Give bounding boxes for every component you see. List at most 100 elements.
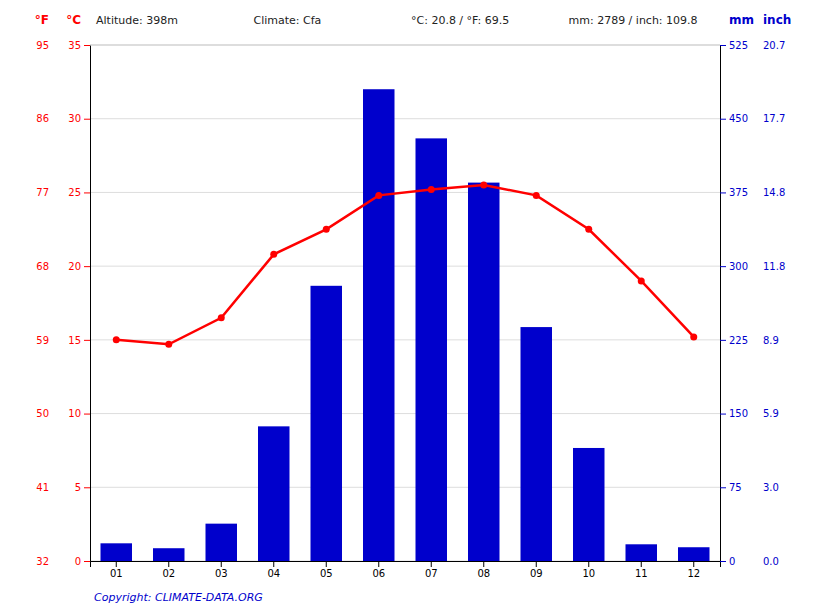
tick: 59 xyxy=(36,335,52,346)
tick-mark xyxy=(720,487,726,488)
tick-label: 01 xyxy=(110,568,123,579)
bar xyxy=(416,138,448,561)
annotation: °C: 20.8 / °F: 69.5 xyxy=(411,14,509,27)
tick-label: 68 xyxy=(36,261,49,272)
chart: 0102030405060708091011123530252015105095… xyxy=(0,0,815,611)
tick: 375 xyxy=(720,187,748,198)
tick-label: 03 xyxy=(215,568,228,579)
bar xyxy=(468,183,500,561)
marker xyxy=(113,336,120,343)
annotation: Climate: Cfa xyxy=(254,14,322,27)
tick: 150 xyxy=(720,408,748,419)
tick-mark xyxy=(84,266,90,267)
tick-label: 06 xyxy=(372,568,385,579)
tick-mark xyxy=(641,561,642,567)
plot: 0102030405060708091011123530252015105095… xyxy=(36,40,785,579)
tick-mark xyxy=(84,561,90,562)
tick: 41 xyxy=(36,482,52,493)
tick: 11 xyxy=(635,561,648,579)
tick: 3.0 xyxy=(760,482,779,493)
tick: 5 xyxy=(75,482,90,493)
marker xyxy=(428,186,435,193)
axis-line xyxy=(721,46,727,562)
tick-mark xyxy=(378,561,379,567)
tick: 225 xyxy=(720,335,748,346)
tick-label: 8.9 xyxy=(763,335,779,346)
marker xyxy=(533,192,540,199)
axis-line xyxy=(84,46,91,562)
tick-mark xyxy=(720,119,726,120)
annotation: mm: 2789 / inch: 109.8 xyxy=(569,14,698,27)
tick: 09 xyxy=(530,561,543,579)
tick-mark xyxy=(84,45,90,46)
tick-label: 32 xyxy=(36,556,49,567)
tick-label: 04 xyxy=(267,568,280,579)
tick: 14.8 xyxy=(760,187,785,198)
tick-label: 375 xyxy=(729,187,748,198)
marker xyxy=(585,226,592,233)
tick: 68 xyxy=(36,261,52,272)
bar xyxy=(521,327,553,561)
tick: 03 xyxy=(215,561,228,579)
tick-label: 3.0 xyxy=(763,482,779,493)
tick-label: 300 xyxy=(729,261,748,272)
tick-label: 09 xyxy=(530,568,543,579)
y-axis-fahrenheit: 95 86 77 68 59 50 41 32 xyxy=(36,40,52,567)
bar xyxy=(678,547,710,561)
tick: 05 xyxy=(320,561,333,579)
tick-mark xyxy=(720,266,726,267)
tick-label: 225 xyxy=(729,335,748,346)
tick-mark xyxy=(720,414,726,415)
grid-line xyxy=(90,45,720,46)
tick: 01 xyxy=(110,561,123,579)
tick-mark xyxy=(720,192,726,193)
annotation: Altitude: 398m xyxy=(96,14,178,27)
tick: 86 xyxy=(36,113,52,124)
tick-mark xyxy=(84,340,90,341)
tick: 8.9 xyxy=(760,335,779,346)
tick: 06 xyxy=(372,561,385,579)
y-axis: 35302520151050 xyxy=(68,40,90,567)
tick-label: 0 xyxy=(729,556,735,567)
bar xyxy=(101,543,133,561)
tick: 300 xyxy=(720,261,748,272)
tick: 450 xyxy=(720,113,748,124)
tick-mark xyxy=(693,561,694,567)
axis-title: °C xyxy=(66,13,81,27)
grid-line xyxy=(90,339,720,340)
tick-mark xyxy=(588,561,589,567)
y2-axis: 525450375300225150750 xyxy=(720,40,748,567)
tick: 5.9 xyxy=(760,408,779,419)
tick: 07 xyxy=(425,561,438,579)
tick-label: 05 xyxy=(320,568,333,579)
tick-label: 35 xyxy=(68,40,81,51)
tick: 11.8 xyxy=(760,261,785,272)
line xyxy=(116,185,694,344)
tick-label: 525 xyxy=(729,40,748,51)
tick: 525 xyxy=(720,40,748,51)
tick-label: 95 xyxy=(36,40,49,51)
tick-label: 86 xyxy=(36,113,49,124)
marker xyxy=(690,333,697,340)
bar xyxy=(258,426,290,561)
tick: 10 xyxy=(582,561,595,579)
tick-mark xyxy=(84,192,90,193)
tick: 0 xyxy=(720,556,735,567)
tick-label: 12 xyxy=(687,568,700,579)
tick: 77 xyxy=(36,187,52,198)
marker xyxy=(165,341,172,348)
tick: 04 xyxy=(267,561,280,579)
tick: 08 xyxy=(477,561,490,579)
bar xyxy=(206,524,238,561)
tick-mark xyxy=(84,487,90,488)
tick-label: 50 xyxy=(36,408,49,419)
tick-label: 5.9 xyxy=(763,408,779,419)
tick-mark xyxy=(431,561,432,567)
tick: 17.7 xyxy=(760,113,785,124)
marker xyxy=(480,182,487,189)
marker xyxy=(323,226,330,233)
frame xyxy=(90,45,720,46)
marker xyxy=(270,251,277,258)
grid-line xyxy=(90,413,720,414)
tick-label: 20.7 xyxy=(763,40,785,51)
